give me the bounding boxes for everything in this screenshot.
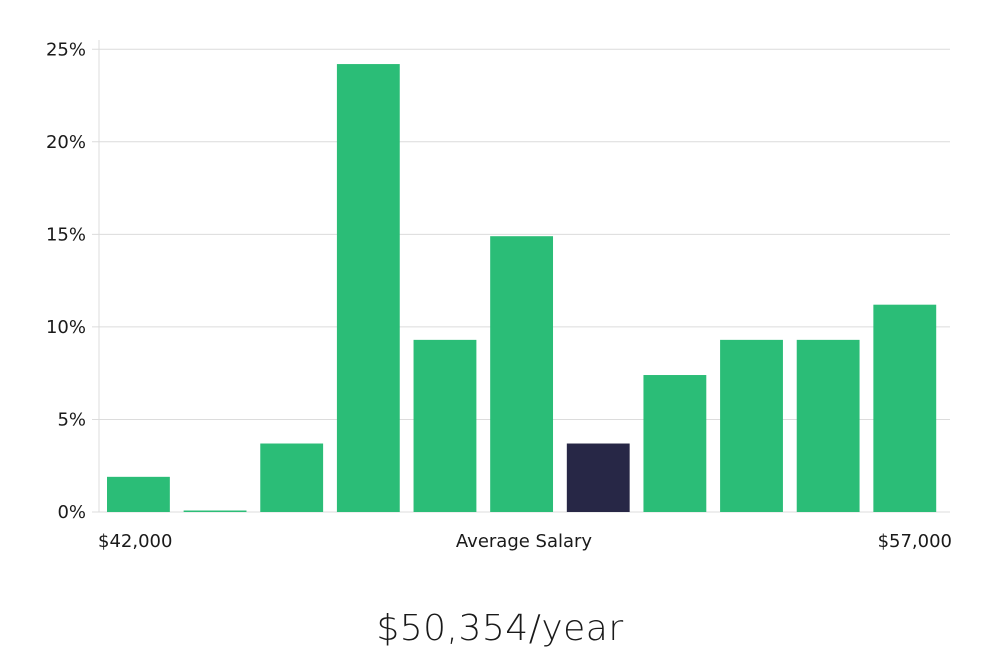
y-tick-label: 25% (46, 39, 86, 60)
x-start-label: $42,000 (98, 531, 172, 552)
y-tick-label: 10% (46, 317, 86, 338)
average-salary-summary: $50,354/year (376, 608, 624, 649)
x-end-label: $57,000 (878, 531, 952, 552)
x-axis-title: Average Salary (456, 531, 593, 552)
y-tick-label: 20% (46, 132, 86, 153)
salary-histogram: 0%5%10%15%20%25% $42,000 Average Salary … (46, 39, 952, 552)
bar (643, 375, 707, 512)
bar (336, 64, 400, 512)
bar (413, 339, 477, 512)
bar (183, 510, 247, 512)
y-tick-label: 15% (46, 224, 86, 245)
bar (720, 339, 783, 512)
y-tick-label: 5% (57, 409, 86, 430)
y-tick-label: 0% (57, 502, 86, 523)
bar (873, 304, 937, 512)
bar (490, 236, 554, 512)
bars (107, 64, 937, 512)
bar (260, 443, 324, 512)
y-axis-ticks: 0% 5% 10% 15% 20% 25% (46, 39, 86, 523)
bar (796, 339, 860, 512)
bar (107, 476, 170, 512)
bar-highlighted (566, 443, 630, 512)
